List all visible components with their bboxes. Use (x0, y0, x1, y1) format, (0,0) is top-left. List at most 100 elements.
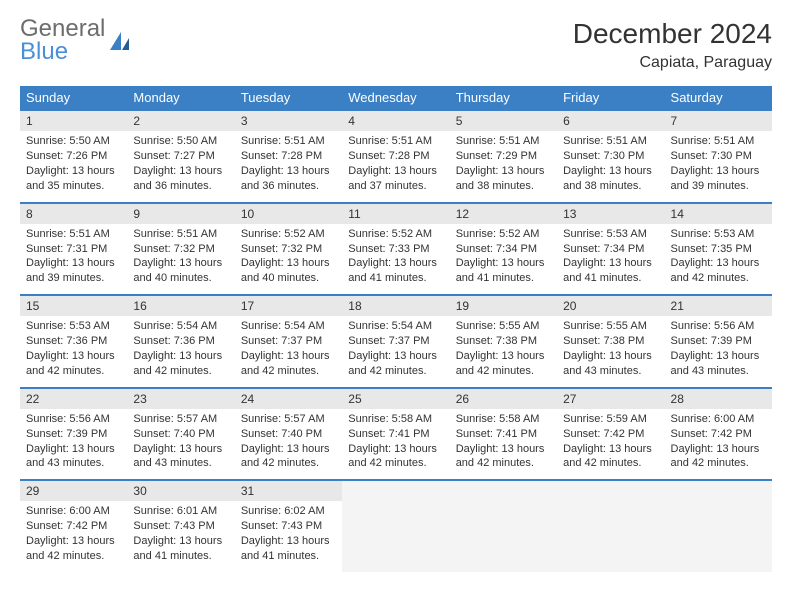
weekday-header: Tuesday (235, 86, 342, 110)
sunrise-line: Sunrise: 5:53 AM (671, 227, 766, 242)
sunset-line: Sunset: 7:30 PM (563, 149, 658, 164)
sunrise-line: Sunrise: 5:50 AM (133, 134, 228, 149)
day-pad (342, 480, 449, 501)
day-cell: Sunrise: 5:54 AMSunset: 7:36 PMDaylight:… (127, 316, 234, 387)
day-cell: Sunrise: 5:58 AMSunset: 7:41 PMDaylight:… (450, 409, 557, 480)
day-cell: Sunrise: 5:51 AMSunset: 7:31 PMDaylight:… (20, 224, 127, 295)
sunset-line: Sunset: 7:38 PM (456, 334, 551, 349)
sunrise-line: Sunrise: 5:52 AM (241, 227, 336, 242)
day-number: 30 (127, 480, 234, 501)
daylight-line: Daylight: 13 hours and 42 minutes. (348, 442, 443, 472)
calendar-table: SundayMondayTuesdayWednesdayThursdayFrid… (20, 86, 772, 572)
sunset-line: Sunset: 7:37 PM (348, 334, 443, 349)
daylight-line: Daylight: 13 hours and 42 minutes. (133, 349, 228, 379)
day-number: 24 (235, 388, 342, 409)
day-number: 26 (450, 388, 557, 409)
day-pad (557, 501, 664, 571)
location: Capiata, Paraguay (573, 54, 772, 72)
brand-word-2: Blue (20, 38, 68, 65)
sunrise-line: Sunrise: 6:02 AM (241, 504, 336, 519)
sunset-line: Sunset: 7:43 PM (241, 519, 336, 534)
sunrise-line: Sunrise: 5:54 AM (348, 319, 443, 334)
day-cell: Sunrise: 5:58 AMSunset: 7:41 PMDaylight:… (342, 409, 449, 480)
sunrise-line: Sunrise: 5:59 AM (563, 412, 658, 427)
day-content-row: Sunrise: 5:50 AMSunset: 7:26 PMDaylight:… (20, 131, 772, 202)
sunset-line: Sunset: 7:33 PM (348, 242, 443, 257)
day-cell: Sunrise: 5:51 AMSunset: 7:28 PMDaylight:… (235, 131, 342, 202)
day-pad (450, 501, 557, 571)
day-number: 28 (665, 388, 772, 409)
sunset-line: Sunset: 7:32 PM (241, 242, 336, 257)
day-number: 22 (20, 388, 127, 409)
sunset-line: Sunset: 7:42 PM (563, 427, 658, 442)
sunrise-line: Sunrise: 5:54 AM (133, 319, 228, 334)
title-block: December 2024 Capiata, Paraguay (573, 18, 772, 72)
sunset-line: Sunset: 7:28 PM (348, 149, 443, 164)
day-number: 9 (127, 203, 234, 224)
day-content-row: Sunrise: 5:51 AMSunset: 7:31 PMDaylight:… (20, 224, 772, 295)
day-number: 19 (450, 295, 557, 316)
day-cell: Sunrise: 5:51 AMSunset: 7:30 PMDaylight:… (557, 131, 664, 202)
day-number: 7 (665, 110, 772, 131)
day-cell: Sunrise: 6:00 AMSunset: 7:42 PMDaylight:… (665, 409, 772, 480)
day-cell: Sunrise: 5:51 AMSunset: 7:28 PMDaylight:… (342, 131, 449, 202)
day-number-row: 22232425262728 (20, 388, 772, 409)
day-cell: Sunrise: 5:55 AMSunset: 7:38 PMDaylight:… (557, 316, 664, 387)
daylight-line: Daylight: 13 hours and 42 minutes. (241, 442, 336, 472)
day-cell: Sunrise: 5:57 AMSunset: 7:40 PMDaylight:… (235, 409, 342, 480)
daylight-line: Daylight: 13 hours and 37 minutes. (348, 164, 443, 194)
daylight-line: Daylight: 13 hours and 40 minutes. (241, 256, 336, 286)
daylight-line: Daylight: 13 hours and 40 minutes. (133, 256, 228, 286)
day-number-row: 15161718192021 (20, 295, 772, 316)
day-number: 12 (450, 203, 557, 224)
sunset-line: Sunset: 7:40 PM (241, 427, 336, 442)
sunset-line: Sunset: 7:29 PM (456, 149, 551, 164)
sunrise-line: Sunrise: 6:00 AM (26, 504, 121, 519)
daylight-line: Daylight: 13 hours and 36 minutes. (133, 164, 228, 194)
sunrise-line: Sunrise: 5:53 AM (26, 319, 121, 334)
day-pad (450, 480, 557, 501)
daylight-line: Daylight: 13 hours and 41 minutes. (241, 534, 336, 564)
day-cell: Sunrise: 5:51 AMSunset: 7:30 PMDaylight:… (665, 131, 772, 202)
sunset-line: Sunset: 7:31 PM (26, 242, 121, 257)
daylight-line: Daylight: 13 hours and 42 minutes. (26, 349, 121, 379)
sunset-line: Sunset: 7:39 PM (671, 334, 766, 349)
sunrise-line: Sunrise: 5:52 AM (348, 227, 443, 242)
day-number: 1 (20, 110, 127, 131)
daylight-line: Daylight: 13 hours and 42 minutes. (456, 442, 551, 472)
brand-sail-icon (107, 28, 133, 54)
sunset-line: Sunset: 7:41 PM (348, 427, 443, 442)
day-number-row: 1234567 (20, 110, 772, 131)
daylight-line: Daylight: 13 hours and 36 minutes. (241, 164, 336, 194)
weekday-header-row: SundayMondayTuesdayWednesdayThursdayFrid… (20, 86, 772, 110)
day-number: 8 (20, 203, 127, 224)
day-number: 23 (127, 388, 234, 409)
daylight-line: Daylight: 13 hours and 41 minutes. (456, 256, 551, 286)
sunset-line: Sunset: 7:38 PM (563, 334, 658, 349)
day-pad (342, 501, 449, 571)
daylight-line: Daylight: 13 hours and 43 minutes. (26, 442, 121, 472)
day-number: 14 (665, 203, 772, 224)
sunset-line: Sunset: 7:30 PM (671, 149, 766, 164)
day-number: 10 (235, 203, 342, 224)
sunrise-line: Sunrise: 5:58 AM (348, 412, 443, 427)
day-cell: Sunrise: 5:54 AMSunset: 7:37 PMDaylight:… (342, 316, 449, 387)
day-number: 29 (20, 480, 127, 501)
sunrise-line: Sunrise: 5:57 AM (133, 412, 228, 427)
daylight-line: Daylight: 13 hours and 42 minutes. (348, 349, 443, 379)
daylight-line: Daylight: 13 hours and 42 minutes. (241, 349, 336, 379)
day-cell: Sunrise: 5:51 AMSunset: 7:32 PMDaylight:… (127, 224, 234, 295)
weekday-header: Wednesday (342, 86, 449, 110)
daylight-line: Daylight: 13 hours and 43 minutes. (563, 349, 658, 379)
weekday-header: Thursday (450, 86, 557, 110)
sunrise-line: Sunrise: 5:56 AM (671, 319, 766, 334)
day-cell: Sunrise: 5:55 AMSunset: 7:38 PMDaylight:… (450, 316, 557, 387)
daylight-line: Daylight: 13 hours and 42 minutes. (26, 534, 121, 564)
daylight-line: Daylight: 13 hours and 41 minutes. (563, 256, 658, 286)
day-cell: Sunrise: 6:00 AMSunset: 7:42 PMDaylight:… (20, 501, 127, 571)
day-cell: Sunrise: 5:53 AMSunset: 7:34 PMDaylight:… (557, 224, 664, 295)
sunrise-line: Sunrise: 5:51 AM (671, 134, 766, 149)
day-number: 15 (20, 295, 127, 316)
day-content-row: Sunrise: 6:00 AMSunset: 7:42 PMDaylight:… (20, 501, 772, 571)
day-pad (665, 480, 772, 501)
